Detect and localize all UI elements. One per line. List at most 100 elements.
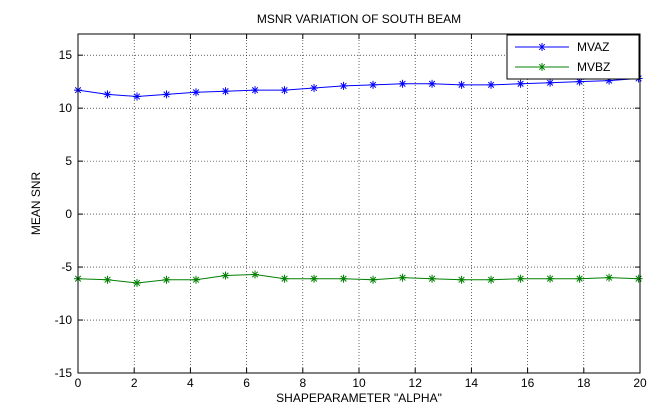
marker-stroke xyxy=(369,276,377,283)
marker-stroke xyxy=(104,91,111,98)
data-point-marker xyxy=(192,88,201,97)
data-point-marker xyxy=(575,274,584,283)
series-layer xyxy=(74,74,643,287)
chart-title: MSNR VARIATION OF SOUTH BEAM xyxy=(257,12,461,26)
ticks: 0 2 4 6 8 10 12 14 16 18 20 -15 -10 -5 0 5 10 15 xyxy=(55,34,647,390)
x-axis-label: SHAPEPARAMETER "ALPHA" xyxy=(276,391,442,405)
marker-stroke xyxy=(163,91,170,98)
legend-label: MVBZ xyxy=(577,60,610,74)
marker-stroke xyxy=(487,276,495,283)
marker-stroke xyxy=(192,89,200,96)
data-point-marker xyxy=(634,274,643,283)
marker-stroke xyxy=(310,84,318,92)
marker-stroke xyxy=(251,271,259,278)
x-tick-label: 2 xyxy=(131,376,138,390)
data-point-marker xyxy=(516,79,525,88)
marker-stroke xyxy=(133,279,141,287)
data-point-marker xyxy=(546,274,555,283)
y-tick-label: 0 xyxy=(65,207,72,221)
data-point-marker xyxy=(162,275,171,284)
x-tick-label: 0 xyxy=(75,376,82,390)
data-point-marker xyxy=(369,80,378,89)
data-point-marker xyxy=(103,90,112,99)
x-tick-label: 12 xyxy=(409,376,423,390)
data-point-marker xyxy=(192,275,201,284)
y-tick-label: 5 xyxy=(65,154,72,168)
marker-stroke xyxy=(458,276,465,283)
data-point-marker xyxy=(546,78,555,87)
marker-stroke xyxy=(281,275,288,282)
data-point-marker xyxy=(398,79,407,88)
x-tick-label: 8 xyxy=(299,376,306,390)
marker-stroke xyxy=(251,86,259,94)
series-line xyxy=(77,77,639,98)
data-point-marker xyxy=(457,80,466,89)
x-tick-label: 4 xyxy=(187,376,194,390)
marker-stroke xyxy=(399,80,406,87)
marker-stroke xyxy=(104,276,111,283)
series-line xyxy=(77,273,639,284)
x-tick-label: 18 xyxy=(577,376,591,390)
legend: MVAZ MVBZ xyxy=(506,34,640,80)
x-tick-label: 20 xyxy=(633,376,647,390)
marker-stroke xyxy=(458,81,465,89)
data-point-marker xyxy=(133,278,142,287)
data-point-marker xyxy=(221,271,230,280)
data-point-marker xyxy=(280,274,289,283)
marker-stroke xyxy=(428,80,436,87)
series-mvaz xyxy=(74,74,643,101)
marker-stroke xyxy=(281,86,288,94)
data-point-marker xyxy=(457,275,466,284)
marker-stroke xyxy=(340,275,347,282)
y-tick-label: 10 xyxy=(59,101,73,115)
data-point-marker xyxy=(398,273,407,282)
data-point-marker xyxy=(339,274,348,283)
data-point-marker xyxy=(339,81,348,90)
x-tick-label: 6 xyxy=(243,376,250,390)
data-point-marker xyxy=(487,275,496,284)
y-axis-label: MEAN SNR xyxy=(29,171,43,235)
marker-stroke xyxy=(605,274,613,281)
marker-stroke xyxy=(340,82,347,90)
data-point-marker xyxy=(605,273,614,282)
marker-stroke xyxy=(546,275,554,282)
marker-stroke xyxy=(576,78,583,85)
data-point-marker xyxy=(310,274,319,283)
x-tick-label: 10 xyxy=(352,376,366,390)
y-tick-label: -10 xyxy=(55,313,73,327)
legend-box xyxy=(506,34,640,80)
data-point-marker xyxy=(487,80,496,89)
marker-stroke xyxy=(192,276,200,283)
marker-stroke xyxy=(517,80,524,87)
data-point-marker xyxy=(221,87,230,96)
data-point-marker xyxy=(538,43,546,51)
marker-stroke xyxy=(538,43,546,51)
marker-stroke xyxy=(517,275,524,282)
data-point-marker xyxy=(251,86,260,95)
marker-stroke xyxy=(487,81,495,89)
marker-stroke xyxy=(163,276,170,283)
marker-stroke xyxy=(538,63,546,71)
y-tick-label: 15 xyxy=(59,48,73,62)
data-point-marker xyxy=(162,90,171,99)
data-point-marker xyxy=(538,63,546,71)
marker-stroke xyxy=(369,81,377,89)
data-point-marker xyxy=(516,274,525,283)
data-point-marker xyxy=(428,274,437,283)
marker-stroke xyxy=(133,93,141,100)
marker-stroke xyxy=(546,79,554,86)
marker-stroke xyxy=(222,272,229,279)
marker-stroke xyxy=(399,274,406,281)
data-point-marker xyxy=(103,275,112,284)
marker-stroke xyxy=(310,275,318,282)
legend-item-mvaz: MVAZ xyxy=(515,40,609,54)
x-tick-label: 16 xyxy=(521,376,535,390)
y-tick-label: -15 xyxy=(55,366,73,380)
legend-label: MVAZ xyxy=(577,40,609,54)
data-point-marker xyxy=(310,84,319,93)
legend-item-mvbz: MVBZ xyxy=(515,60,610,74)
data-point-marker xyxy=(251,270,260,279)
series-mvbz xyxy=(74,270,643,287)
data-point-marker xyxy=(369,275,378,284)
